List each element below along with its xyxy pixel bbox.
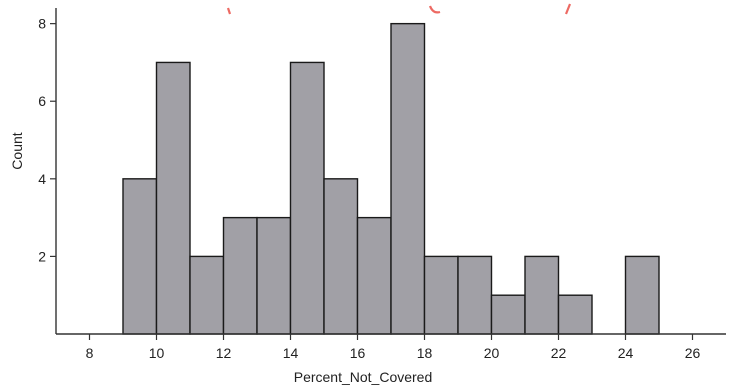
red-mark <box>226 7 232 15</box>
y-tick-label: 6 <box>38 93 46 109</box>
y-tick-label: 8 <box>38 16 46 32</box>
histogram-bar <box>256 216 292 335</box>
red-mark <box>428 5 441 14</box>
histogram-bar <box>423 255 459 335</box>
x-tick-label: 22 <box>551 345 567 361</box>
histogram-bar <box>457 255 493 335</box>
x-tick-label: 10 <box>149 345 165 361</box>
x-tick-label: 14 <box>283 345 299 361</box>
histogram-bar <box>122 178 158 335</box>
histogram-bar <box>624 255 660 335</box>
histogram-bar <box>155 61 191 335</box>
y-tick-label: 4 <box>38 171 46 187</box>
red-mark <box>564 3 572 15</box>
x-tick-label: 24 <box>618 345 634 361</box>
histogram-bar <box>323 178 359 335</box>
x-tick-label: 18 <box>417 345 433 361</box>
histogram-bar <box>189 255 225 335</box>
bars <box>122 22 660 335</box>
histogram-bar <box>524 255 560 335</box>
x-ticks: 8 10 12 14 16 18 20 22 24 26 <box>86 334 701 361</box>
histogram-bar <box>289 61 325 335</box>
x-tick-label: 8 <box>86 345 94 361</box>
y-ticks: 2 4 6 8 <box>38 16 56 264</box>
y-tick-label: 2 <box>38 248 46 264</box>
top-edge-artifacts <box>226 3 572 15</box>
histogram-bar <box>390 22 426 335</box>
x-tick-label: 16 <box>350 345 366 361</box>
x-tick-label: 12 <box>216 345 232 361</box>
axes <box>55 8 726 335</box>
histogram-bar <box>356 216 392 335</box>
histogram-bar <box>222 216 258 335</box>
y-axis-label: Count <box>9 132 25 169</box>
x-tick-label: 26 <box>685 345 701 361</box>
x-axis-label: Percent_Not_Covered <box>294 369 433 385</box>
histogram-bar <box>557 294 593 335</box>
histogram-bar <box>490 294 526 335</box>
x-tick-label: 20 <box>484 345 500 361</box>
